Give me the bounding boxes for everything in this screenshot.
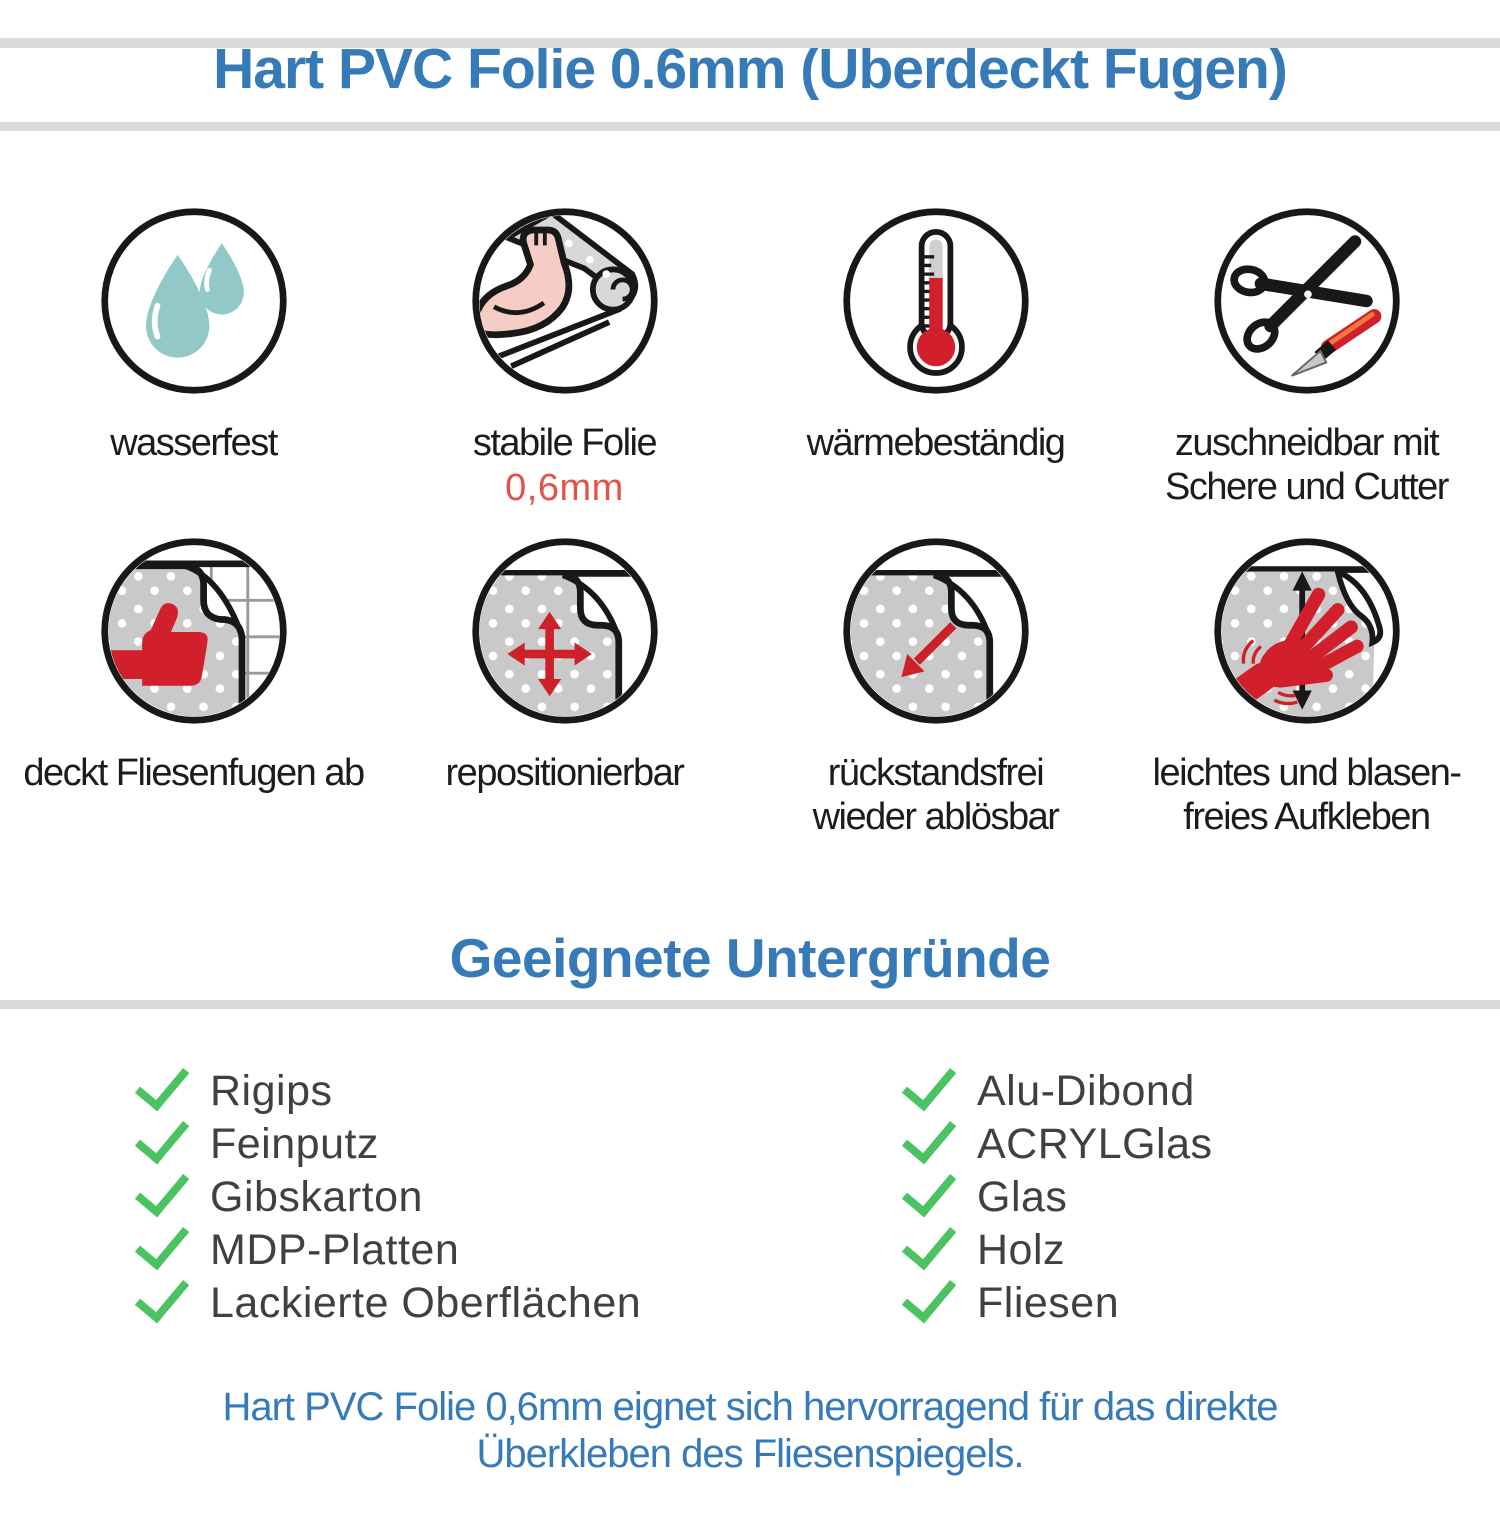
- section-divider: [0, 999, 1500, 1009]
- substrate-label: Feinputz: [210, 1119, 379, 1168]
- hand-smoothing-foil-icon: [1211, 535, 1403, 727]
- footer-note: Hart PVC Folie 0,6mm eignet sich hervorr…: [222, 1384, 1278, 1477]
- list-item: Feinputz: [133, 1107, 900, 1171]
- water-drops-icon: [98, 205, 290, 397]
- substrate-label: Rigips: [210, 1066, 333, 1115]
- check-icon: [134, 1054, 190, 1112]
- list-item: ACRYLGlas: [900, 1107, 1213, 1171]
- list-item: Fliesen: [900, 1266, 1213, 1330]
- list-item: Alu-Dibond: [900, 1054, 1213, 1118]
- list-item: MDP-Platten: [133, 1213, 900, 1277]
- section-title-substrates: Geeignete Untergründe: [449, 926, 1051, 989]
- strong-arm-foil-roll-icon: [469, 205, 661, 397]
- check-icon: [901, 1054, 957, 1112]
- substrate-label: Lackierte Oberflächen: [210, 1278, 642, 1327]
- feature-grid: wasserfest stabile Folie 0: [0, 205, 1500, 843]
- list-item: Lackierte Oberflächen: [133, 1266, 900, 1330]
- feature-label: deckt Fliesenfugen ab: [23, 751, 365, 794]
- feature-label: zuschneidbar mit Schere und Cutter: [1165, 421, 1449, 508]
- substrate-list-right: Alu-Dibond ACRYLGlas Glas Holz Fliesen: [900, 1054, 1213, 1330]
- thermometer-icon: [840, 205, 1032, 397]
- list-item: Rigips: [133, 1054, 900, 1118]
- substrate-label: Alu-Dibond: [977, 1066, 1195, 1115]
- list-item: Glas: [900, 1160, 1213, 1224]
- feature-waterproof: wasserfest: [8, 205, 379, 513]
- feature-residue-free: rückstandsfrei wieder ablösbar: [750, 535, 1121, 843]
- feature-bubble-free: leichtes und blasen- freies Aufkleben: [1121, 535, 1492, 843]
- substrate-checklist: Rigips Feinputz Gibskarton MDP-Platten L…: [0, 1054, 1500, 1330]
- feature-label: rückstandsfrei wieder ablösbar: [812, 751, 1060, 838]
- list-item: Holz: [900, 1213, 1213, 1277]
- title-divider: [0, 121, 1500, 131]
- page-title: Hart PVC Folie 0.6mm (Überdeckt Fugen): [213, 37, 1288, 101]
- feature-covers-tile-joints: deckt Fliesenfugen ab: [8, 535, 379, 843]
- substrate-list-left: Rigips Feinputz Gibskarton MDP-Platten L…: [133, 1054, 900, 1330]
- peel-off-arrow-foil-icon: [840, 535, 1032, 727]
- feature-label: stabile Folie: [472, 421, 658, 464]
- move-arrows-foil-icon: [469, 535, 661, 727]
- substrate-label: Glas: [977, 1172, 1068, 1221]
- feature-sublabel: 0,6mm: [505, 466, 624, 509]
- substrate-label: Gibskarton: [210, 1172, 423, 1221]
- feature-heat-resistant: wärmebeständig: [750, 205, 1121, 513]
- scissors-and-cutter-icon: [1211, 205, 1403, 397]
- feature-stable-foil: stabile Folie 0,6mm: [379, 205, 750, 513]
- list-item: Gibskarton: [133, 1160, 900, 1224]
- feature-cuttable: zuschneidbar mit Schere und Cutter: [1121, 205, 1492, 513]
- feature-repositionable: repositionierbar: [379, 535, 750, 843]
- substrate-label: Holz: [977, 1225, 1066, 1274]
- thumbs-up-tile-joints-icon: [98, 535, 290, 727]
- substrate-label: Fliesen: [977, 1278, 1120, 1327]
- feature-label: wärmebeständig: [806, 421, 1066, 464]
- top-divider: [0, 38, 1500, 48]
- substrate-label: MDP-Platten: [210, 1225, 460, 1274]
- feature-label: wasserfest: [110, 421, 278, 464]
- substrate-label: ACRYLGlas: [977, 1119, 1213, 1168]
- feature-label: repositionierbar: [445, 751, 685, 794]
- feature-label: leichtes und blasen- freies Aufkleben: [1152, 751, 1463, 838]
